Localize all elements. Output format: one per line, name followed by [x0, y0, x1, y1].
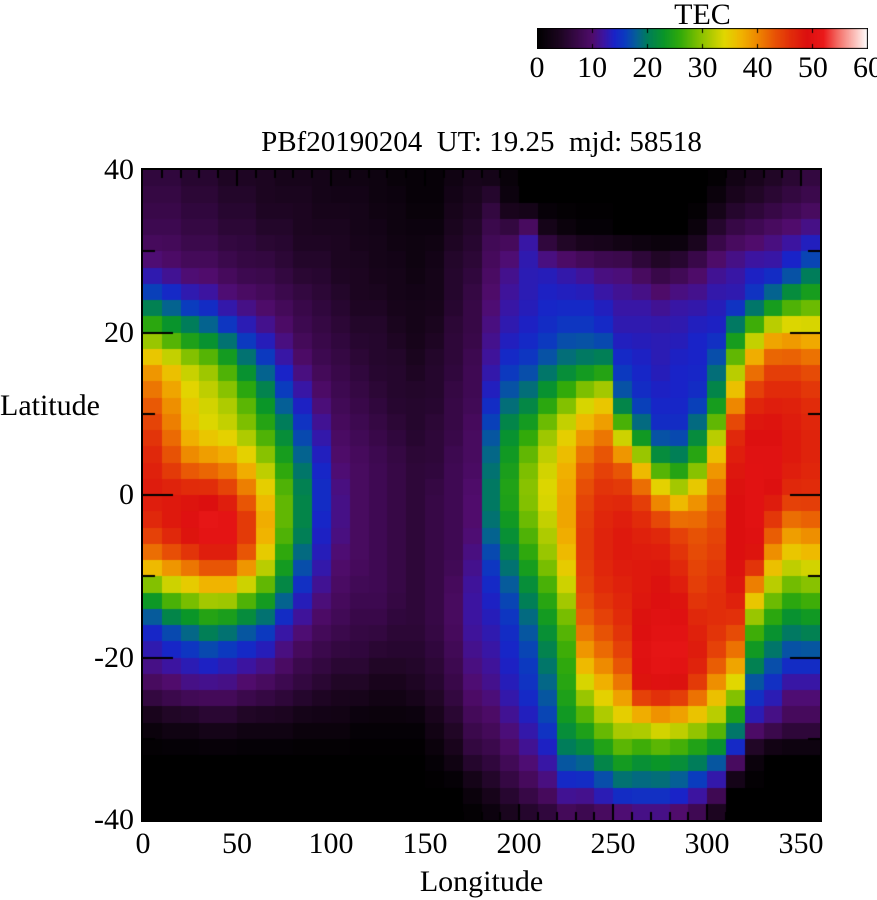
y-axis-tick-labels: 40 20 0 -20 -40: [18, 154, 134, 836]
heatmap-plot-area: [141, 168, 822, 822]
x-axis-tick-label: 100: [308, 827, 354, 860]
colorbar-tick-label: 60: [853, 51, 877, 84]
tec-heatmap-canvas: [143, 170, 820, 820]
x-axis-tick-label: 250: [590, 827, 636, 860]
x-axis-title: Longitude: [419, 865, 544, 898]
x-axis-tick-label: 150: [402, 827, 448, 860]
x-axis-tick-label: 350: [778, 827, 824, 860]
x-axis-tick-label: 0: [135, 827, 151, 860]
x-axis-tick-label: 50: [222, 827, 252, 860]
y-axis-tick-label: 40: [104, 153, 134, 186]
colorbar-tick-label: 50: [797, 51, 828, 84]
y-axis-tick-label: 0: [119, 478, 134, 511]
y-axis-title: Latitude: [0, 389, 100, 422]
colorbar-tick-label: 40: [742, 51, 773, 84]
x-axis-tick-label: 200: [496, 827, 542, 860]
colorbar-tick-label: 30: [687, 51, 718, 84]
colorbar-tick-label: 20: [632, 51, 663, 84]
colorbar-tick-label: 10: [577, 51, 608, 84]
y-axis-tick-label: -20: [94, 640, 134, 674]
x-axis-tick-label: 300: [684, 827, 730, 860]
colorbar-title: TEC: [674, 0, 731, 31]
y-axis-tick-label: -40: [94, 803, 134, 836]
plot-title: PBf20190204 UT: 19.25 mjd: 58518: [261, 126, 702, 158]
y-axis-tick-label: 20: [104, 315, 134, 349]
colorbar: [537, 28, 868, 49]
x-axis-tick-labels: 0 50 100 150 200 250 300 350: [136, 827, 824, 862]
colorbar-tick-labels: 0 10 20 30 40 50 60: [530, 51, 877, 86]
colorbar-gradient-canvas: [537, 28, 868, 49]
colorbar-tick-label: 0: [529, 51, 545, 84]
